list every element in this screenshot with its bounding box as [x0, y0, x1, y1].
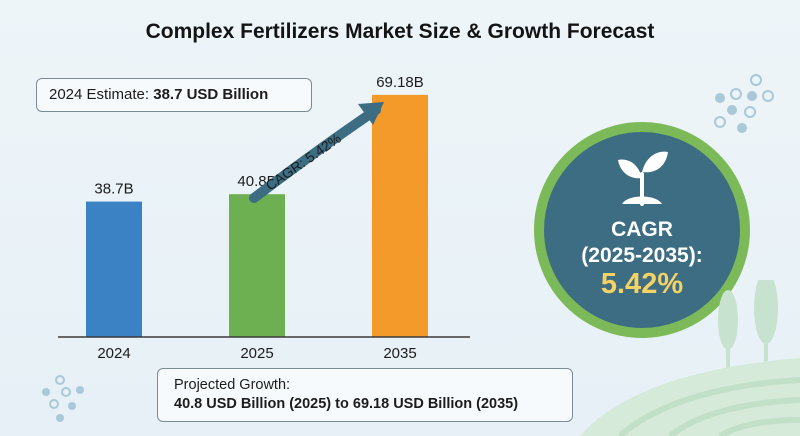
bar-2025 [229, 194, 285, 337]
arrow-cagr-label: CAGR: 5.42% [263, 130, 344, 194]
x-tick-2035: 2035 [383, 345, 416, 362]
estimate-value: 38.7 USD Billion [153, 86, 269, 103]
cagr-badge: CAGR (2025-2035): 5.42% [534, 122, 750, 338]
x-tick-2024: 2024 [97, 345, 130, 362]
chart-title: Complex Fertilizers Market Size & Growth… [145, 20, 655, 43]
decorative-dots-top-right [714, 74, 774, 133]
cagr-badge-value: 5.42% [600, 268, 684, 300]
estimate-box: 2024 Estimate: 38.7 USD Billion [36, 78, 312, 112]
sprout-icon [618, 151, 668, 206]
bar-2024 [86, 201, 142, 337]
x-tick-labels: 2024 2025 2035 [97, 345, 416, 362]
cagr-badge-label-line2: (2025-2035): [581, 244, 703, 267]
bar-2035 [372, 94, 428, 338]
cagr-badge-label: CAGR (2025-2035): [544, 217, 740, 269]
estimate-label: 2024 Estimate: [49, 86, 150, 103]
field-illustration [580, 280, 800, 436]
projection-value: 40.8 USD Billion (2025) to 69.18 USD Bil… [174, 396, 519, 412]
growth-arrow [249, 105, 381, 203]
x-tick-2025: 2025 [240, 345, 273, 362]
data-label-2024: 38.7B [94, 181, 133, 198]
projection-label: Projected Growth: [174, 377, 291, 393]
decorative-dots-bottom-left [42, 375, 84, 422]
projection-box: Projected Growth: 40.8 USD Billion (2025… [157, 368, 573, 422]
cagr-badge-label-line1: CAGR [611, 218, 673, 241]
data-label-2035: 69.18B [376, 74, 424, 91]
growth-arrowhead [358, 102, 384, 125]
